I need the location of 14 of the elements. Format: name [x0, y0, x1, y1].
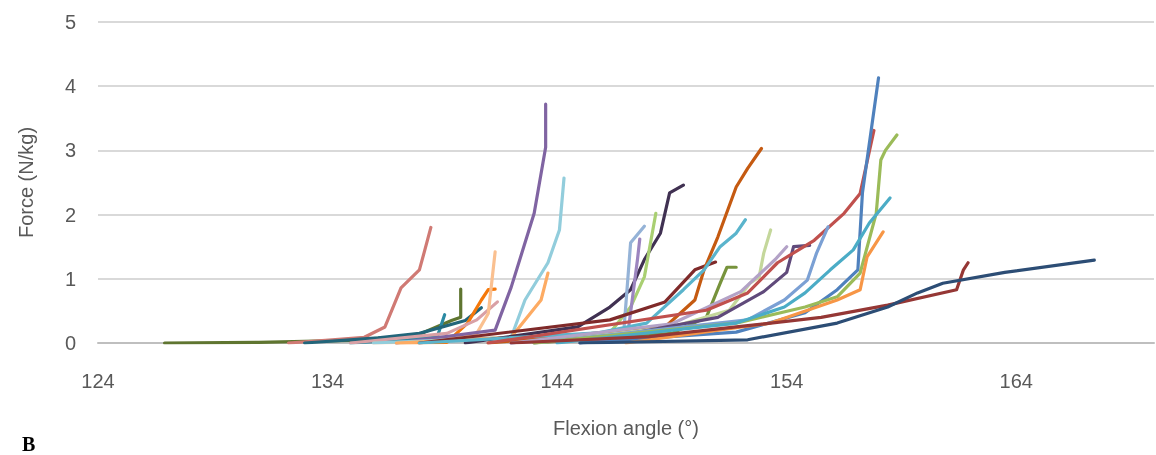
y-tick-label: 1	[64, 267, 76, 290]
x-tick-label: 124	[81, 370, 115, 392]
y-tick-label: 3	[64, 139, 76, 162]
x-tick-label: 154	[770, 370, 804, 392]
x-tick-label: 134	[310, 370, 345, 392]
text: B	[22, 433, 36, 455]
x-tick-label: 144	[540, 370, 574, 392]
y-tick-label: 4	[64, 75, 76, 98]
y-tick-label: 0	[64, 332, 76, 354]
y-tick-label: 2	[64, 203, 76, 226]
y-axis-title: Force (N/kg)	[15, 126, 37, 239]
x-axis-title: Flexion angle (°)	[553, 417, 699, 439]
x-tick-label: 164	[999, 370, 1033, 392]
y-tick-label: 5	[64, 11, 76, 33]
